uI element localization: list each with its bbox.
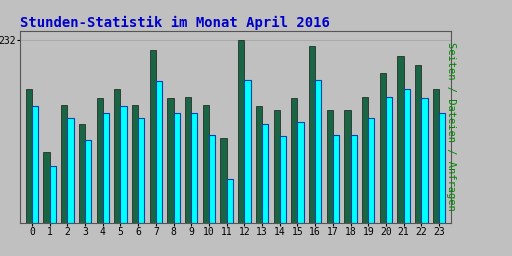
Bar — [221, 138, 227, 223]
Bar — [397, 56, 403, 223]
Bar — [185, 97, 191, 223]
Bar — [138, 118, 144, 223]
Bar — [244, 80, 250, 223]
Bar — [351, 135, 357, 223]
Bar — [256, 106, 262, 223]
Y-axis label: Seiten / Dateien / Anfragen: Seiten / Dateien / Anfragen — [446, 42, 456, 211]
Bar — [44, 152, 50, 223]
Bar — [191, 113, 198, 223]
Bar — [32, 106, 38, 223]
Bar — [203, 105, 209, 223]
Bar — [415, 65, 421, 223]
Bar — [262, 124, 268, 223]
Bar — [345, 110, 351, 223]
Bar — [291, 98, 297, 223]
Bar — [50, 166, 56, 223]
Bar — [174, 113, 180, 223]
Bar — [403, 89, 410, 223]
Bar — [273, 110, 280, 223]
Bar — [297, 122, 304, 223]
Bar — [227, 179, 233, 223]
Bar — [315, 80, 322, 223]
Bar — [103, 113, 109, 223]
Bar — [79, 124, 85, 223]
Bar — [421, 98, 428, 223]
Bar — [433, 89, 439, 223]
Bar — [156, 81, 162, 223]
Bar — [120, 106, 126, 223]
Bar — [327, 110, 333, 223]
Bar — [309, 46, 315, 223]
Bar — [386, 97, 392, 223]
Bar — [280, 136, 286, 223]
Bar — [68, 118, 74, 223]
Bar — [362, 97, 368, 223]
Bar — [114, 89, 120, 223]
Bar — [238, 40, 244, 223]
Bar — [132, 105, 138, 223]
Bar — [368, 118, 374, 223]
Bar — [167, 98, 174, 223]
Bar — [150, 50, 156, 223]
Bar — [85, 140, 91, 223]
Bar — [209, 135, 215, 223]
Text: Stunden-Statistik im Monat April 2016: Stunden-Statistik im Monat April 2016 — [20, 15, 330, 29]
Bar — [380, 73, 386, 223]
Bar — [97, 98, 103, 223]
Bar — [439, 113, 445, 223]
Bar — [333, 135, 339, 223]
Bar — [61, 105, 68, 223]
Bar — [26, 89, 32, 223]
